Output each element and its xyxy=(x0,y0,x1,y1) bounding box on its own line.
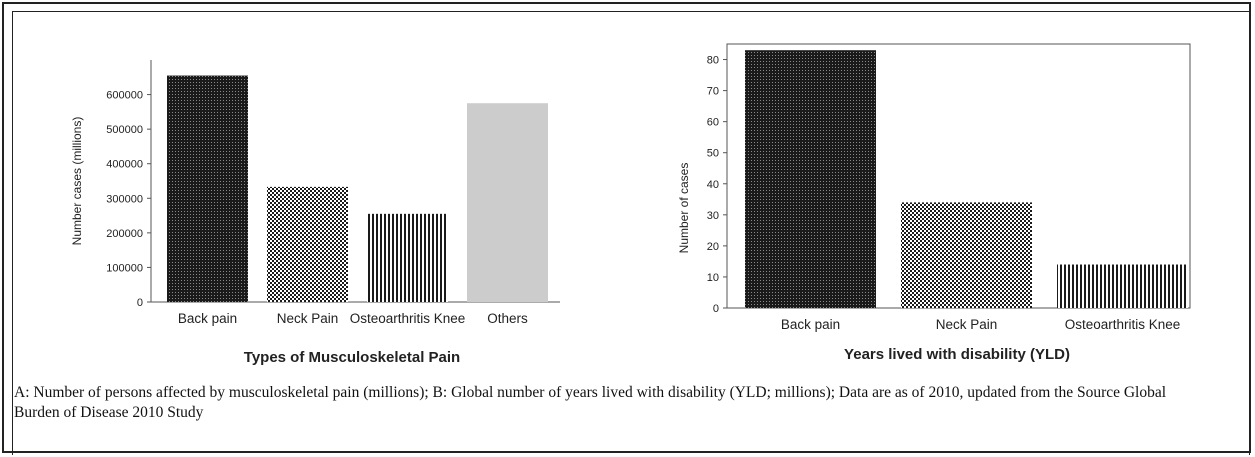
bar-osteoarthritis-knee xyxy=(367,213,448,302)
y-tick-label: 20 xyxy=(707,241,719,253)
bar-others xyxy=(467,103,548,302)
category-label: Back pain xyxy=(781,317,840,332)
chart-b: 0 10 20 30 40 50 60 70 80 Back pain Neck Pain Oste… xyxy=(677,43,1191,363)
chart-b-x-label: Years lived with disability (YLD) xyxy=(844,346,1070,363)
y-tick-label: 60 xyxy=(707,117,719,129)
bar-back-pain xyxy=(167,75,248,302)
y-tick-label: 100000 xyxy=(106,262,143,274)
y-tick-label: 30 xyxy=(707,210,719,222)
category-label: Neck Pain xyxy=(277,311,339,326)
chart-a-x-label: Types of Musculoskeletal Pain xyxy=(244,349,460,366)
category-label: Osteoarthritis Knee xyxy=(350,311,466,326)
bar-neck-pain xyxy=(901,202,1032,308)
figure-inner-frame xyxy=(12,11,1250,455)
bar-neck-pain xyxy=(267,186,348,302)
y-tick-label: 300000 xyxy=(106,193,143,205)
y-tick-label: 500000 xyxy=(106,124,143,136)
category-label: Neck Pain xyxy=(936,317,998,332)
y-tick-label: 80 xyxy=(707,55,719,67)
category-label: Others xyxy=(487,311,528,326)
y-tick-label: 200000 xyxy=(106,228,143,240)
figure-caption: A: Number of persons affected by musculo… xyxy=(14,384,1167,421)
y-tick-label: 600000 xyxy=(106,90,143,102)
y-tick-label: 50 xyxy=(707,148,719,160)
y-tick-label: 0 xyxy=(137,297,143,309)
category-label: Osteoarthritis Knee xyxy=(1065,317,1181,332)
category-label: Back pain xyxy=(178,311,237,326)
bar-osteoarthritis-knee xyxy=(1057,264,1188,308)
y-tick-label: 400000 xyxy=(106,159,143,171)
y-tick-label: 10 xyxy=(707,272,719,284)
y-tick-label: 70 xyxy=(707,86,719,98)
y-tick-label: 40 xyxy=(707,179,719,191)
chart-a: 0 100000 200000 300000 400000 500000 600000 Ba… xyxy=(70,60,560,366)
chart-b-y-label: Number of cases xyxy=(677,163,691,254)
y-tick-label: 0 xyxy=(713,303,719,315)
bar-back-pain xyxy=(745,50,876,309)
chart-a-y-label: Number cases (millions) xyxy=(70,117,84,246)
